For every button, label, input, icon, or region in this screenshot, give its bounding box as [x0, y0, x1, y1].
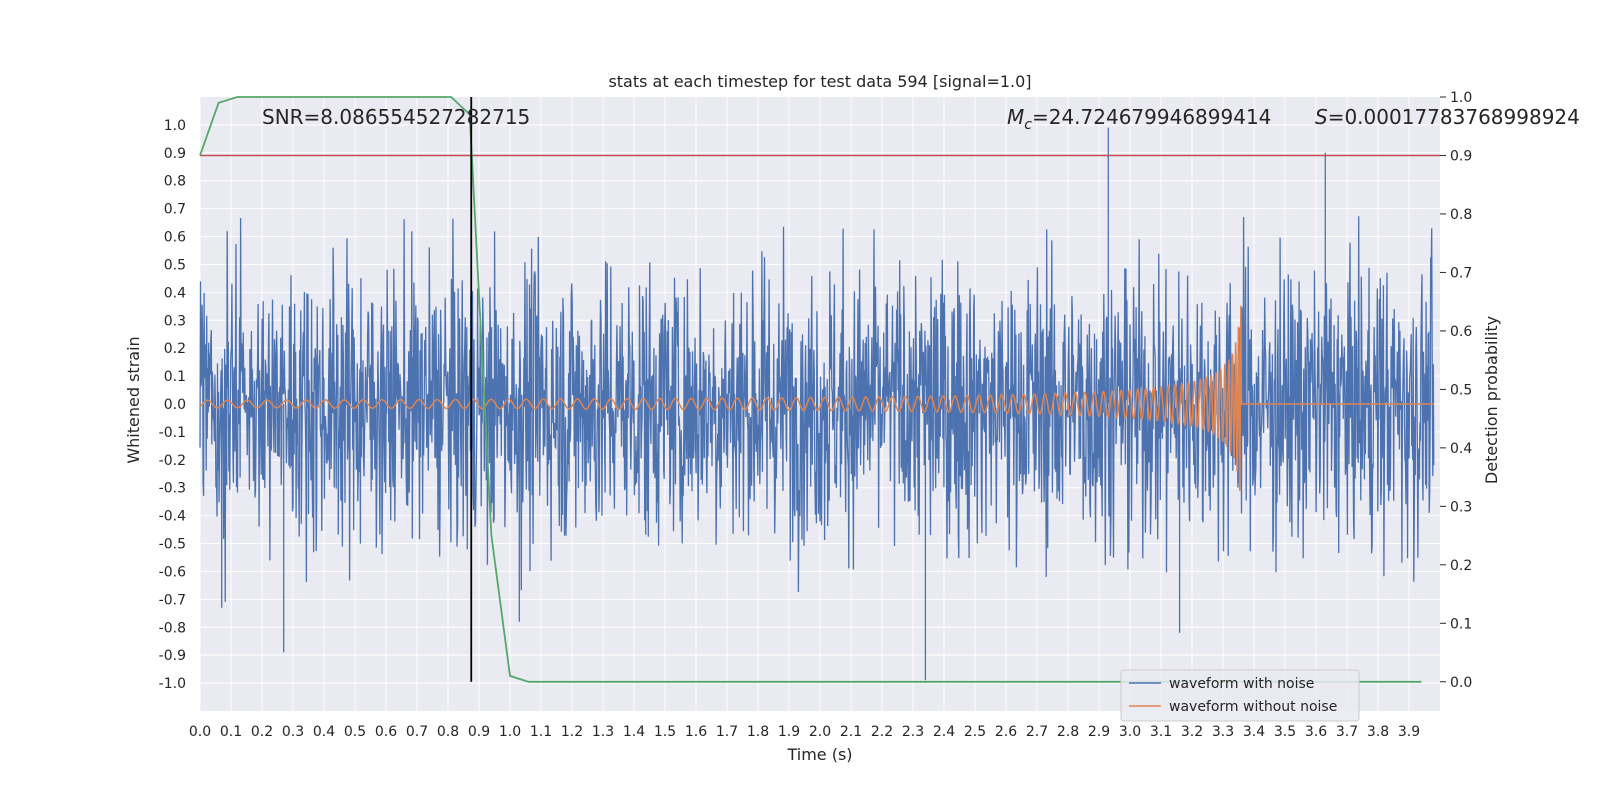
y2-tick-label: 1.0	[1450, 90, 1472, 106]
y2-tick-label: 0.5	[1450, 382, 1472, 398]
y2-tick-label: 0.2	[1450, 558, 1472, 574]
x-axis-ticks: 0.0 0.1 0.2 0.3 0.4 0.5 0.6 0.7 0.8 0.9 1.0 1.1 1.2 1…	[189, 724, 1420, 740]
x-tick-label: 2.4	[933, 724, 955, 740]
x-tick-label: 2.3	[902, 724, 924, 740]
x-tick-label: 3.8	[1367, 724, 1389, 740]
x-tick-label: 0.1	[220, 724, 242, 740]
x-tick-label: 2.2	[871, 724, 893, 740]
legend-label-clean: waveform without noise	[1169, 699, 1337, 715]
y-tick-label: 0.8	[164, 174, 186, 190]
y-tick-label: -0.9	[159, 648, 186, 664]
x-tick-label: 3.2	[1181, 724, 1203, 740]
x-tick-label: 1.9	[778, 724, 800, 740]
x-tick-label: 1.2	[561, 724, 583, 740]
x-tick-label: 1.3	[592, 724, 614, 740]
y2-tick-label: 0.3	[1450, 499, 1472, 515]
series-detection-probability	[199, 96, 1422, 683]
x-tick-label: 3.7	[1336, 724, 1358, 740]
y-tick-label: -0.2	[159, 453, 186, 469]
y-tick-label: -0.4	[159, 509, 186, 525]
y2-tick-label: 0.4	[1450, 441, 1472, 457]
x-tick-label: 0.6	[375, 724, 397, 740]
chirp-mass-annotation: Mc=24.724679946899414	[1007, 105, 1271, 133]
y2-tick-label: 0.0	[1450, 675, 1472, 691]
x-tick-label: 0.7	[406, 724, 428, 740]
chirp-mass-symbol: M	[1007, 105, 1024, 129]
x-tick-label: 2.1	[840, 724, 862, 740]
y-tick-label: 0.3	[164, 313, 186, 329]
x-tick-label: 2.7	[1026, 724, 1048, 740]
chart-title: stats at each timestep for test data 594…	[608, 72, 1031, 91]
legend: waveform with noise waveform without noi…	[1120, 669, 1360, 722]
y-tick-label: 0.2	[164, 341, 186, 357]
legend-box	[1120, 669, 1360, 722]
y-tick-label: -1.0	[159, 676, 186, 692]
y-tick-label: 0.6	[164, 230, 186, 246]
snr-annotation: SNR=8.086554527282715	[262, 105, 530, 129]
series-layer	[199, 96, 1440, 683]
y2-tick-label: 0.9	[1450, 148, 1472, 164]
y-tick-label: 0.4	[164, 285, 186, 301]
chirp-mass-subscript: c	[1024, 117, 1032, 133]
x-tick-label: 0.9	[468, 724, 490, 740]
y-tick-label: 0.1	[164, 369, 186, 385]
x-tick-label: 0.8	[437, 724, 459, 740]
x-axis-label: Time (s)	[786, 745, 852, 764]
x-tick-label: 0.4	[313, 724, 335, 740]
y-tick-label: 0.5	[164, 257, 186, 273]
chirp-mass-value: =24.724679946899414	[1032, 105, 1271, 129]
y-tick-label: -0.8	[159, 620, 186, 636]
x-tick-label: 1.0	[499, 724, 521, 740]
x-tick-label: 2.9	[1088, 724, 1110, 740]
x-tick-label: 1.1	[530, 724, 552, 740]
x-tick-label: 2.5	[964, 724, 986, 740]
x-tick-label: 3.9	[1398, 724, 1420, 740]
y-tick-label: -0.5	[159, 537, 186, 553]
x-tick-label: 2.6	[995, 724, 1017, 740]
s-value: =0.00017783768998924	[1328, 105, 1580, 129]
x-tick-label: 3.5	[1274, 724, 1296, 740]
y2-tick-label: 0.7	[1450, 265, 1472, 281]
y-tick-label: 0.0	[164, 397, 186, 413]
series-waveform-without-noise	[199, 305, 1434, 491]
x-tick-label: 3.3	[1212, 724, 1234, 740]
y2-tick-label: 0.1	[1450, 616, 1472, 632]
y2-tick-label: 0.8	[1450, 207, 1472, 223]
x-tick-label: 1.6	[685, 724, 707, 740]
x-tick-label: 3.0	[1119, 724, 1141, 740]
x-tick-label: 2.8	[1057, 724, 1079, 740]
y-tick-label: -0.6	[159, 564, 186, 580]
x-tick-label: 1.8	[747, 724, 769, 740]
y-tick-label: 0.9	[164, 146, 186, 162]
x-tick-label: 0.3	[282, 724, 304, 740]
x-tick-label: 1.7	[716, 724, 738, 740]
y-axis-ticks: 1.0 0.9 0.8 0.7 0.6 0.5 0.4 0.3 0.2 0.1 0.0 -0.1 -0.…	[159, 118, 186, 692]
y-tick-label: -0.3	[159, 481, 186, 497]
x-tick-label: 0.2	[251, 724, 273, 740]
y-tick-label: -0.7	[159, 592, 186, 608]
y-tick-label: 1.0	[164, 118, 186, 134]
x-tick-label: 1.4	[623, 724, 645, 740]
y-tick-label: -0.1	[159, 425, 186, 441]
s-symbol: S	[1315, 105, 1328, 129]
x-tick-label: 0.0	[189, 724, 211, 740]
x-tick-label: 3.6	[1305, 724, 1327, 740]
series-waveform-with-noise	[199, 127, 1435, 681]
y2-axis-ticks: 1.0 0.9 0.8 0.7 0.6 0.5 0.4 0.3 0.2 0.1 0.0	[1440, 90, 1472, 691]
x-tick-label: 1.5	[654, 724, 676, 740]
x-tick-label: 3.4	[1243, 724, 1265, 740]
legend-label-noise: waveform with noise	[1169, 676, 1314, 692]
y2-tick-label: 0.6	[1450, 324, 1472, 340]
s-annotation: S=0.00017783768998924	[1315, 105, 1580, 129]
x-tick-label: 2.0	[809, 724, 831, 740]
x-tick-label: 0.5	[344, 724, 366, 740]
x-tick-label: 3.1	[1150, 724, 1172, 740]
y-tick-label: 0.7	[164, 202, 186, 218]
y2-axis-label: Detection probability	[1482, 316, 1501, 484]
y-axis-label: Whitened strain	[124, 336, 143, 463]
